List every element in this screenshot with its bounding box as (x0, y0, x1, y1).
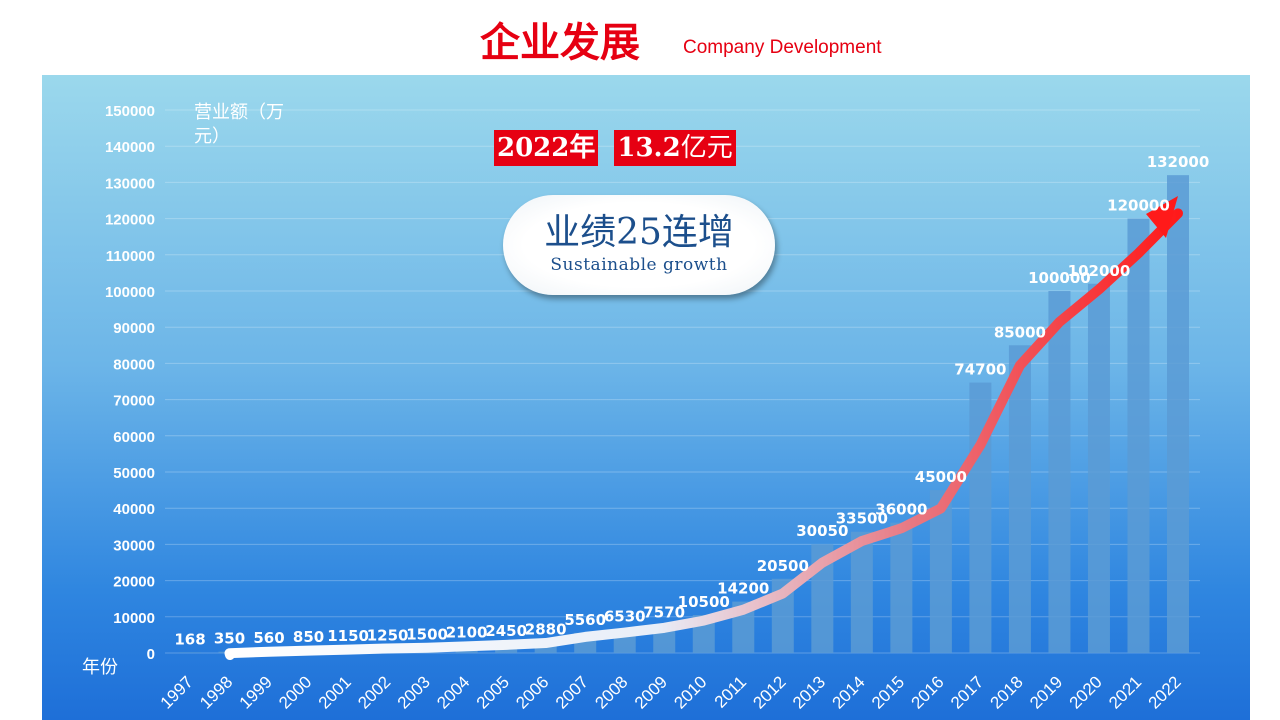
bar-2022 (1167, 175, 1189, 653)
bar-1997 (179, 652, 201, 653)
x-tick-label: 1999 (236, 672, 276, 712)
data-label: 120000 (1107, 197, 1170, 215)
data-label: 2450 (485, 622, 527, 640)
data-label: 132000 (1147, 153, 1210, 171)
x-tick-label: 2017 (947, 672, 987, 712)
x-tick-label: 1997 (157, 672, 197, 712)
data-label: 33500 (836, 510, 888, 528)
data-label: 45000 (915, 468, 967, 486)
highlight-amount-unit: 亿元 (680, 133, 733, 163)
x-tick-label: 2009 (631, 672, 671, 712)
y-tick-label: 40000 (113, 501, 155, 518)
data-label: 14200 (717, 580, 769, 598)
data-label: 74700 (954, 361, 1006, 379)
x-tick-label: 1998 (196, 672, 236, 712)
x-tick-label: 2001 (315, 672, 355, 712)
x-tick-label: 2002 (354, 672, 394, 712)
y-tick-label: 120000 (105, 212, 155, 229)
data-label: 6530 (604, 607, 646, 625)
x-tick-label: 2016 (908, 672, 948, 712)
page-subtitle: Company Development (683, 37, 882, 58)
x-axis-label: 年份 (82, 657, 118, 677)
bar-2019 (1048, 291, 1071, 653)
growth-badge-title: 业绩25连增 (544, 212, 734, 253)
data-label: 5560 (564, 611, 606, 629)
data-label: 85000 (994, 323, 1046, 341)
x-tick-label: 2013 (789, 672, 829, 712)
y-tick-label: 100000 (105, 284, 155, 301)
y-tick-label: 70000 (113, 393, 155, 410)
x-tick-label: 2000 (275, 672, 315, 712)
x-tick-label: 2015 (868, 672, 908, 712)
data-label: 100000 (1028, 269, 1091, 287)
y-tick-label: 150000 (105, 103, 155, 120)
data-label: 102000 (1068, 262, 1131, 280)
bar-2015 (890, 522, 913, 653)
y-tick-label: 60000 (113, 429, 155, 446)
highlight-year: 2022年 (494, 130, 599, 166)
growth-badge: 业绩25连增 Sustainable growth (503, 195, 775, 295)
data-label: 7570 (643, 604, 685, 622)
y-tick-label: 140000 (105, 139, 155, 156)
data-label: 30050 (796, 522, 848, 540)
y-tick-label: 80000 (113, 356, 155, 373)
y-axis-label: 营业额（万元） (194, 102, 284, 146)
y-tick-label: 20000 (113, 574, 155, 591)
y-tick-label: 0 (147, 646, 155, 663)
x-tick-label: 2022 (1145, 672, 1185, 712)
y-tick-label: 10000 (113, 610, 155, 627)
y-tick-label: 30000 (113, 537, 155, 554)
highlight-amount-number: 13.2 (617, 133, 681, 163)
data-label: 2100 (446, 623, 488, 641)
x-tick-label: 2019 (1026, 672, 1066, 712)
x-tick-label: 2006 (512, 672, 552, 712)
data-label: 850 (293, 628, 324, 646)
data-label: 1150 (327, 627, 369, 645)
bar-2014 (850, 531, 873, 653)
x-tick-label: 2020 (1066, 672, 1106, 712)
data-label: 10500 (678, 593, 730, 611)
data-label: 168 (174, 630, 205, 648)
highlight-banner: 2022年 13.2亿元 (494, 130, 736, 166)
bar-2020 (1087, 283, 1110, 653)
x-tick-label: 2004 (433, 672, 473, 712)
x-tick-label: 2010 (670, 672, 710, 712)
x-tick-label: 2018 (987, 672, 1027, 712)
data-label: 36000 (875, 501, 927, 519)
x-tick-label: 2005 (473, 672, 513, 712)
page-title: 企业发展 (480, 20, 640, 66)
bar-2016 (929, 490, 952, 653)
highlight-amount: 13.2亿元 (614, 130, 736, 166)
data-label: 560 (253, 629, 284, 647)
data-label: 2880 (525, 621, 567, 639)
bar-2018 (1008, 345, 1031, 653)
bar-2021 (1127, 218, 1150, 653)
x-tick-label: 2012 (749, 672, 789, 712)
data-label: 1250 (367, 626, 409, 644)
trend-arrow-line (224, 208, 1183, 660)
data-label: 1500 (406, 626, 448, 644)
x-tick-label: 2008 (591, 672, 631, 712)
y-tick-label: 90000 (113, 320, 155, 337)
trend-arrow-head-icon (1146, 196, 1178, 238)
y-tick-label: 130000 (105, 175, 155, 192)
x-tick-label: 2007 (552, 672, 592, 712)
x-tick-label: 2003 (394, 672, 434, 712)
x-tick-label: 2021 (1105, 672, 1145, 712)
growth-badge-subtitle: Sustainable growth (550, 255, 728, 275)
data-label: 350 (214, 630, 245, 648)
x-tick-label: 2014 (828, 672, 868, 712)
y-tick-label: 50000 (113, 465, 155, 482)
data-label: 20500 (757, 557, 809, 575)
x-tick-label: 2011 (711, 672, 750, 711)
y-tick-label: 110000 (106, 248, 155, 265)
